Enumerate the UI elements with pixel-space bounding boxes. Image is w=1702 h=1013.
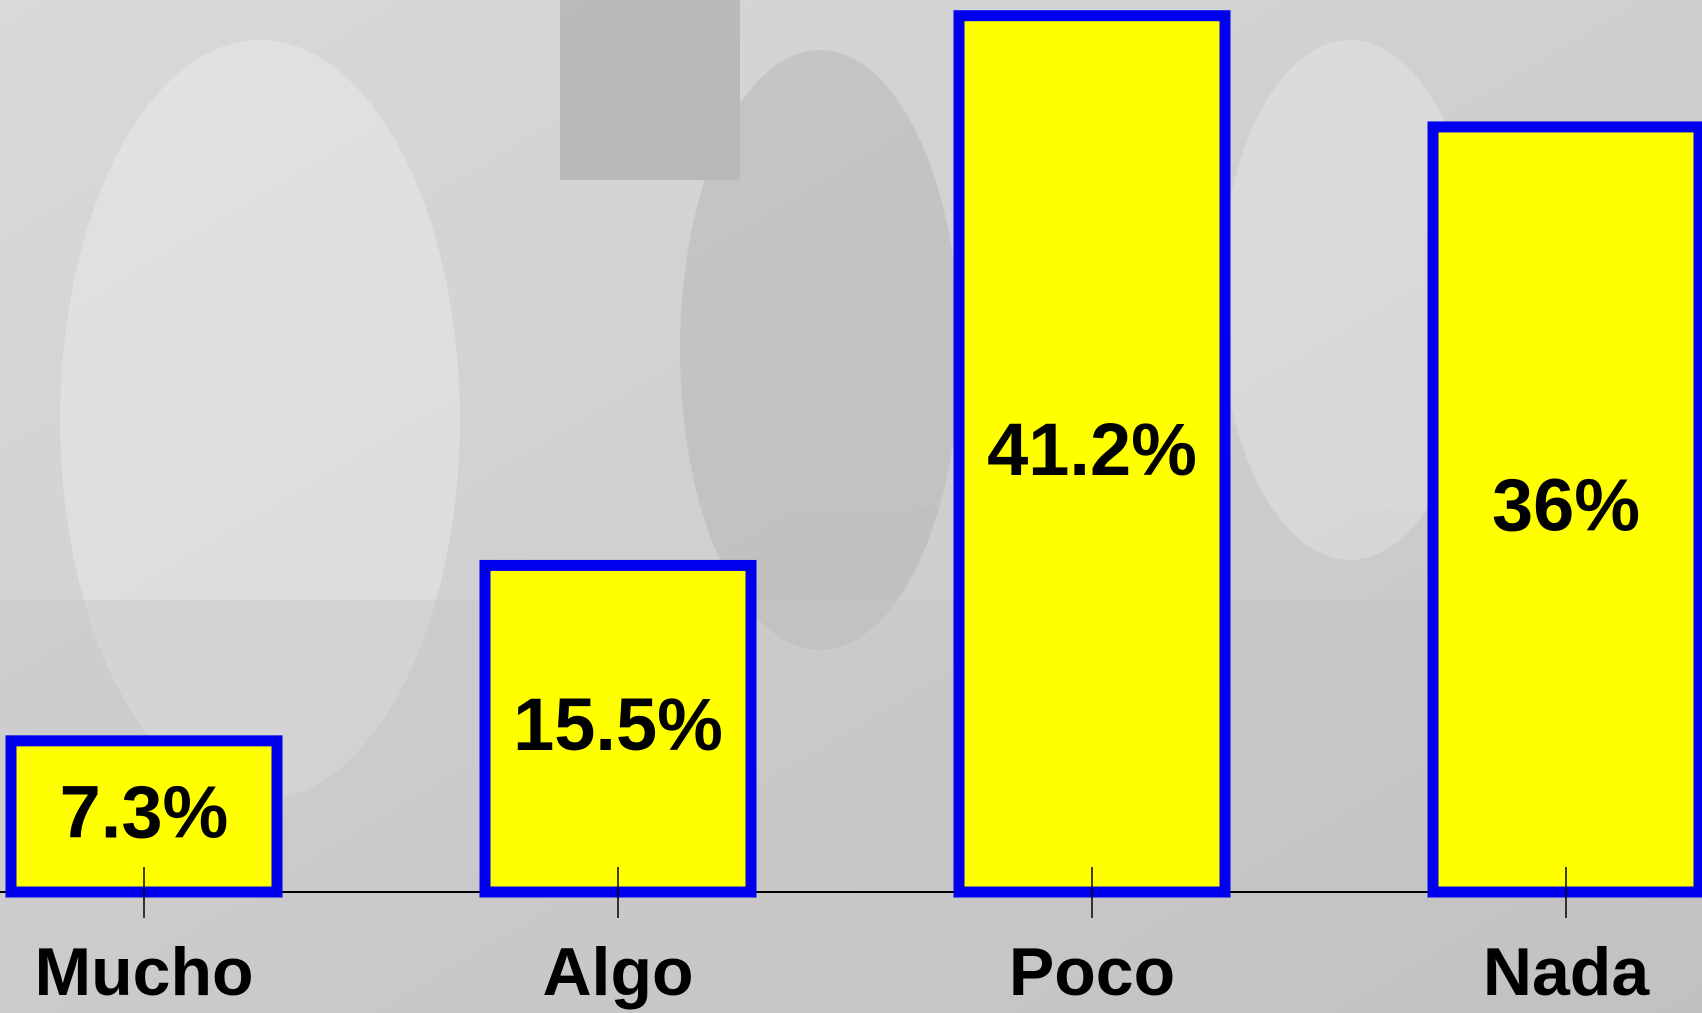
bar <box>1427 121 1702 898</box>
value-label: 41.2% <box>987 408 1197 491</box>
x-tick-label: Poco <box>1009 934 1175 1010</box>
x-tick-label: Algo <box>542 934 693 1010</box>
value-label: 15.5% <box>513 683 723 766</box>
x-tick-label: Mucho <box>34 934 253 1010</box>
value-label: 7.3% <box>60 770 229 853</box>
value-label: 36% <box>1492 464 1640 547</box>
bar <box>953 10 1231 898</box>
bar <box>5 735 283 898</box>
x-tick-label: Nada <box>1483 934 1650 1010</box>
